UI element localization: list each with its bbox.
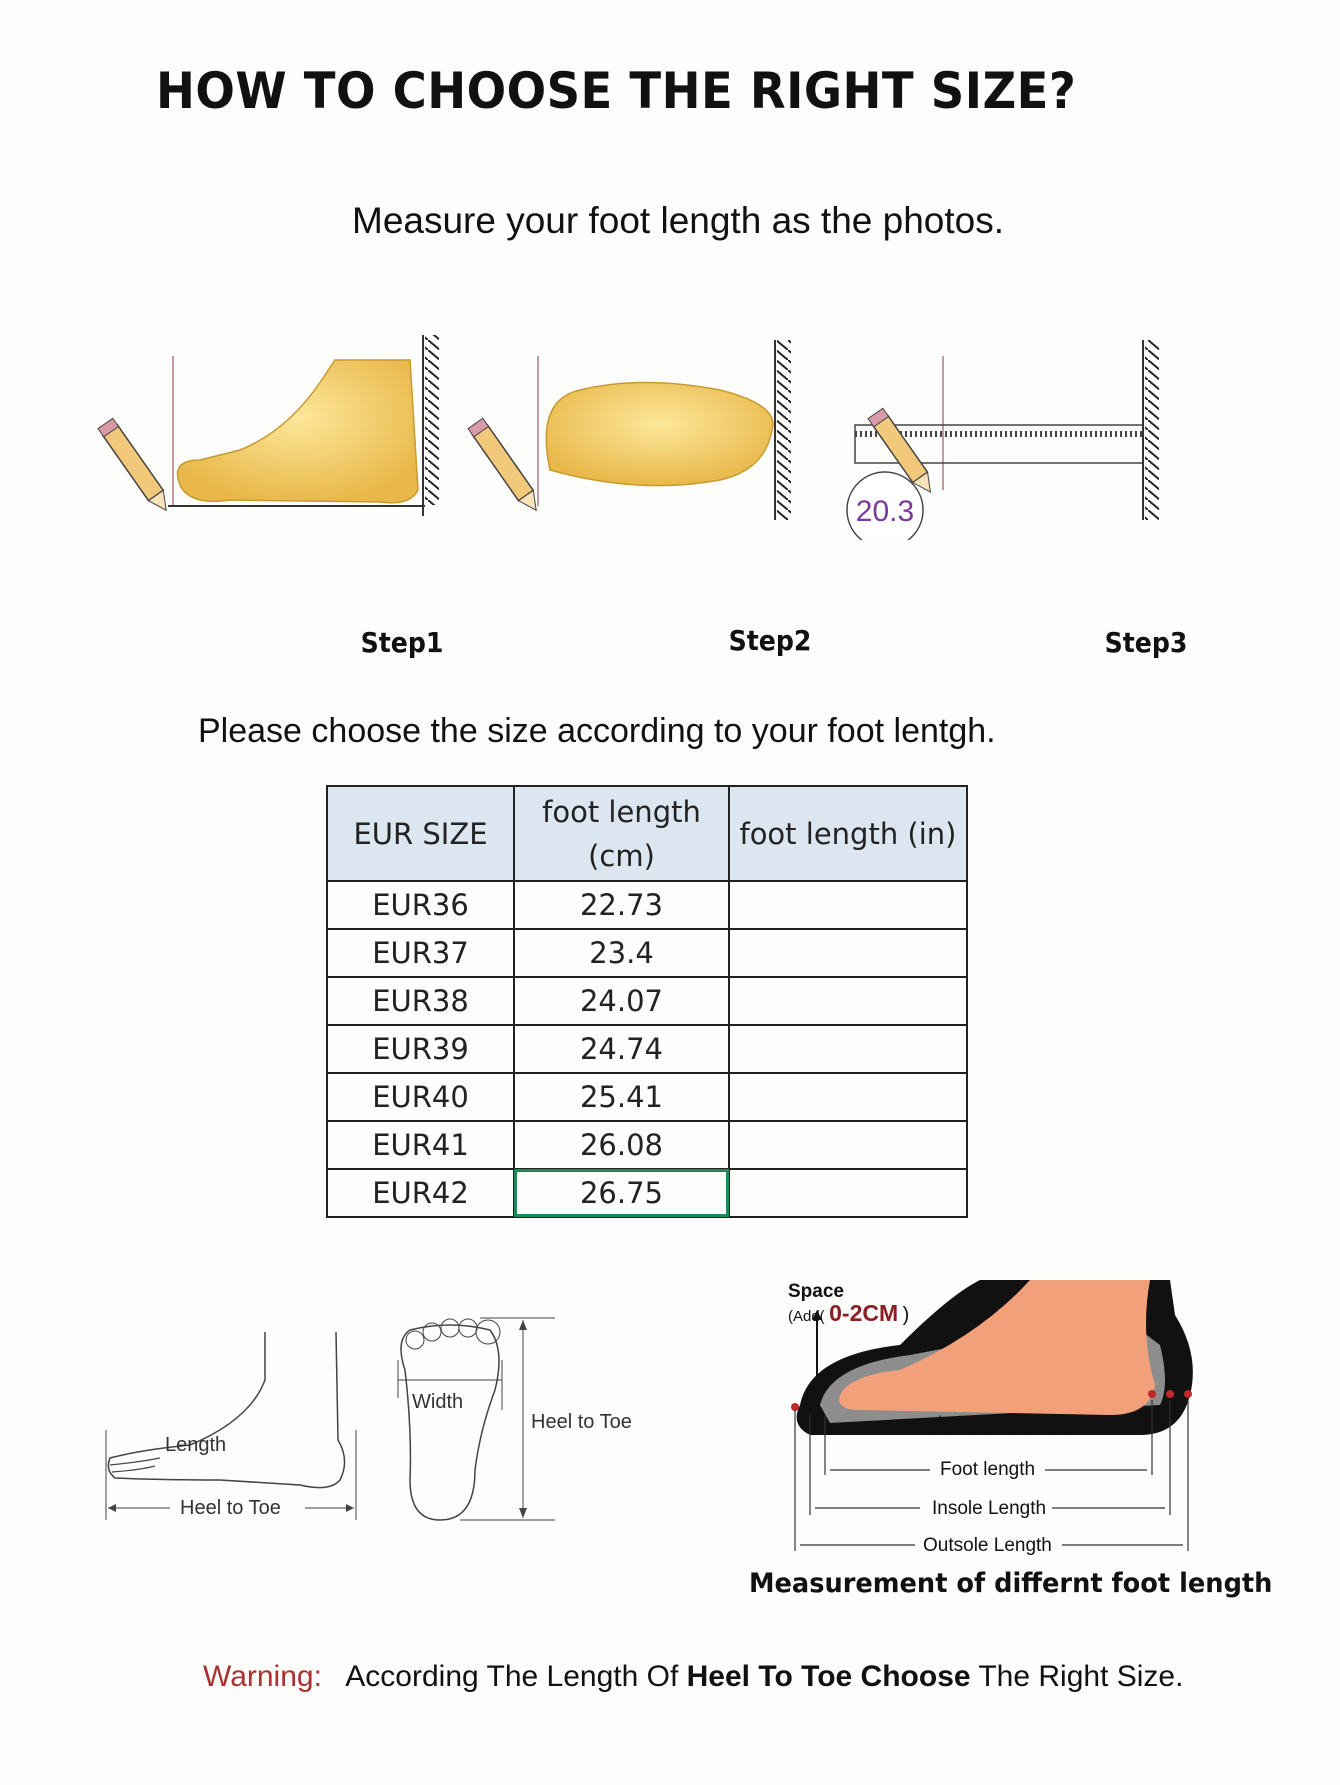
shoe-diagram-caption: Measurement of differnt foot length — [749, 1568, 1273, 1599]
cm-cell[interactable]: 26.75 — [513, 1168, 730, 1218]
step3-label: Step3 — [1104, 626, 1188, 659]
shoe-measurement-diagram — [791, 1280, 1193, 1551]
step3-ruler-icon: 20.3 — [846, 340, 1159, 540]
warning-note: Warning: According The Length Of Heel To… — [203, 1660, 1183, 1694]
subtitle: Measure your foot length as the photos. — [352, 200, 1005, 241]
warning-text-1: According The Length Of — [345, 1660, 679, 1693]
size-cell[interactable]: EUR38 — [326, 976, 515, 1026]
cm-cell[interactable]: 23.4 — [513, 928, 730, 978]
table-row: EUR36 22.73 — [326, 880, 968, 930]
side-heel-to-toe-label: Heel to Toe — [180, 1497, 281, 1519]
in-cell[interactable] — [728, 880, 968, 930]
header-eur-size: EUR SIZE — [326, 785, 515, 882]
outsole-length-label: Outsole Length — [923, 1535, 1052, 1556]
step1-label: Step1 — [360, 626, 444, 659]
length-label: Length — [165, 1434, 227, 1456]
warning-bold-text: Heel To Toe Choose — [686, 1660, 971, 1693]
warning-label: Warning: — [203, 1660, 322, 1693]
measurement-steps-illustration: 20.3 — [97, 335, 1159, 540]
cm-cell[interactable]: 25.41 — [513, 1072, 730, 1122]
size-cell[interactable]: EUR41 — [326, 1120, 515, 1170]
header-foot-length-cm: foot length (cm) — [513, 785, 730, 882]
sole-heel-to-toe-label: Heel to Toe — [531, 1411, 632, 1433]
header-foot-length-in: foot length (in) — [728, 785, 968, 882]
cm-cell[interactable]: 22.73 — [513, 880, 730, 930]
in-cell[interactable] — [728, 1120, 968, 1170]
table-row: EUR42 26.75 — [326, 1168, 968, 1218]
size-cell[interactable]: EUR42 — [326, 1168, 515, 1218]
table-row: EUR40 25.41 — [326, 1072, 968, 1122]
page-title: HOW TO CHOOSE THE RIGHT SIZE? — [156, 62, 1077, 120]
table-row: EUR37 23.4 — [326, 928, 968, 978]
instruction-text: Please choose the size according to your… — [198, 712, 996, 750]
add-suffix: ) — [902, 1304, 910, 1326]
cm-cell[interactable]: 24.07 — [513, 976, 730, 1026]
in-cell[interactable] — [728, 976, 968, 1026]
size-cell[interactable]: EUR37 — [326, 928, 515, 978]
foot-length-label: Foot length — [940, 1459, 1036, 1480]
step1-foot-side-icon — [97, 335, 439, 516]
step2-label: Step2 — [728, 624, 812, 657]
cm-cell[interactable]: 24.74 — [513, 1024, 730, 1074]
side-foot-diagram — [105, 1331, 357, 1520]
size-cell[interactable]: EUR36 — [326, 880, 515, 930]
size-cell[interactable]: EUR40 — [326, 1072, 515, 1122]
step2-foot-top-icon — [467, 340, 791, 520]
in-cell[interactable] — [728, 928, 968, 978]
in-cell[interactable] — [728, 1072, 968, 1122]
add-value: 0-2CM — [829, 1300, 899, 1326]
ruler-reading: 20.3 — [856, 495, 914, 528]
warning-text-2: The Right Size. — [978, 1660, 1184, 1693]
space-label: Space — [788, 1281, 844, 1302]
cm-cell[interactable]: 26.08 — [513, 1120, 730, 1170]
width-label: Width — [412, 1391, 464, 1413]
insole-length-label: Insole Length — [932, 1498, 1047, 1519]
sole-diagram — [397, 1317, 555, 1521]
table-row: EUR41 26.08 — [326, 1120, 968, 1170]
add-prefix: (Add( — [788, 1308, 825, 1325]
size-cell[interactable]: EUR39 — [326, 1024, 515, 1074]
in-cell[interactable] — [728, 1168, 968, 1218]
in-cell[interactable] — [728, 1024, 968, 1074]
size-table: EUR SIZE foot length (cm) foot length (i… — [326, 785, 968, 1218]
table-row: EUR38 24.07 — [326, 976, 968, 1026]
table-row: EUR39 24.74 — [326, 1024, 968, 1074]
